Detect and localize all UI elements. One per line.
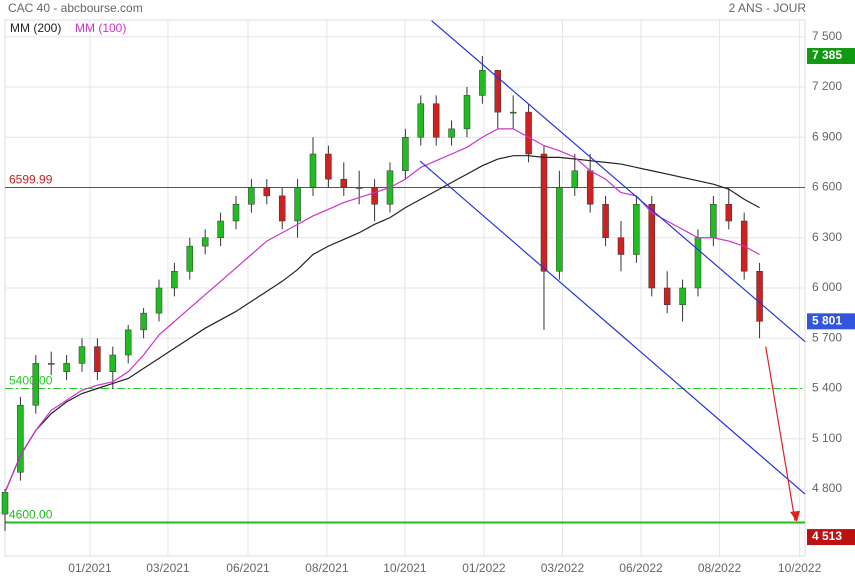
candle-body: [63, 363, 70, 372]
candle-body: [186, 245, 194, 272]
moving-average: [4, 155, 760, 493]
candle-body: [124, 329, 132, 356]
y-tick-label: 5 400: [812, 381, 842, 395]
candle-body: [571, 170, 579, 188]
candle-body: [556, 187, 563, 272]
chart-title: CAC 40 - abcbourse.com: [8, 1, 143, 15]
legend-label: MM (100): [75, 21, 126, 35]
candle-body: [494, 70, 502, 113]
candle-body: [309, 153, 317, 188]
trend-line: [765, 346, 796, 521]
candle-body: [509, 111, 517, 114]
candle-body: [47, 363, 55, 365]
candle-body: [586, 170, 594, 205]
candle-body: [94, 346, 101, 372]
y-tick-label: 6 300: [812, 230, 842, 244]
x-tick-label: 01/2021: [68, 561, 112, 575]
x-tick-label: 03/2022: [541, 561, 585, 575]
candle-body: [17, 405, 24, 473]
x-tick-label: 06/2022: [619, 561, 663, 575]
candle-body: [78, 346, 86, 364]
candle-body: [217, 220, 224, 238]
candle-body: [340, 178, 348, 188]
trend-line: [431, 20, 806, 343]
level-label: 6599.99: [9, 173, 53, 187]
candle-body: [1, 492, 9, 515]
candle-body: [371, 187, 378, 205]
candle-body: [725, 204, 733, 222]
candle-body: [248, 187, 255, 205]
y-tick-label: 6 900: [812, 129, 842, 143]
price-marker-label: 5 801: [812, 314, 842, 328]
x-tick-label: 10/2022: [778, 561, 822, 575]
candle-body: [525, 111, 532, 155]
candle-body: [617, 237, 625, 255]
candle-body: [109, 354, 117, 372]
x-tick-label: 06/2021: [226, 561, 270, 575]
candle-body: [140, 312, 147, 331]
candle-body: [710, 204, 717, 238]
candle-body: [402, 137, 409, 171]
candle-body: [294, 187, 301, 222]
candle-body: [201, 237, 209, 247]
candle-body: [263, 187, 271, 197]
candle-body: [155, 287, 163, 314]
candle-body: [355, 187, 363, 189]
moving-average: [4, 128, 760, 493]
price-marker: [807, 313, 855, 330]
candle-body: [171, 271, 178, 289]
y-tick-label: 7 200: [812, 79, 842, 93]
x-tick-label: 03/2021: [146, 561, 190, 575]
candle-body: [448, 128, 455, 138]
price-marker-label: 4 513: [812, 529, 842, 543]
y-tick-label: 4 800: [812, 481, 842, 495]
y-tick-label: 6 000: [812, 280, 842, 294]
candle-body: [325, 153, 332, 180]
x-tick-label: 08/2022: [698, 561, 742, 575]
candle-body: [679, 287, 686, 305]
arrow-head: [789, 510, 800, 522]
candle-body: [463, 95, 471, 130]
y-tick-label: 6 600: [812, 180, 842, 194]
x-tick-label: 10/2021: [383, 561, 427, 575]
candle-body: [648, 204, 656, 289]
candle-body: [432, 103, 440, 138]
candle-body: [232, 204, 240, 222]
candle-body: [479, 70, 486, 96]
price-marker: [807, 48, 855, 65]
candle-body: [756, 271, 763, 322]
candle-body: [417, 103, 425, 138]
y-tick-label: 7 500: [812, 29, 842, 43]
candle-body: [32, 363, 40, 406]
y-tick-label: 5 100: [812, 431, 842, 445]
candle-body: [633, 204, 640, 255]
candle-body: [540, 153, 548, 272]
candle-body: [694, 237, 702, 289]
candle-body: [663, 287, 671, 305]
x-tick-label: 08/2021: [305, 561, 349, 575]
legend-label: MM (200): [10, 21, 61, 35]
level-label: 5400.00: [9, 374, 53, 388]
trend-line: [419, 160, 806, 495]
x-tick-label: 01/2022: [462, 561, 506, 575]
price-marker: [807, 529, 855, 546]
candle-body: [602, 204, 609, 238]
level-label: 4600.00: [9, 508, 53, 522]
y-tick-label: 5 700: [812, 330, 842, 344]
candle-body: [278, 195, 286, 222]
chart-subtitle: 2 ANS - JOUR: [729, 1, 807, 15]
price-marker-label: 7 385: [812, 48, 842, 62]
